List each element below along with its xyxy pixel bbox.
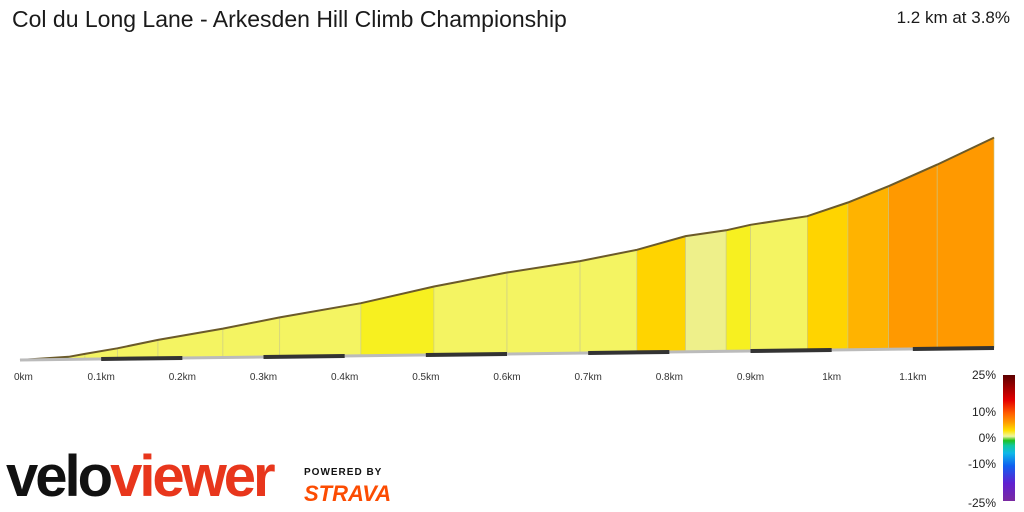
x-tick-label: 0.2km <box>169 372 196 383</box>
powered-by-label: POWERED BY <box>304 467 383 478</box>
legend-label-25: 25% <box>971 368 996 382</box>
veloviewer-logo: veloviewer <box>6 444 276 509</box>
elevation-profile-chart: 0km 0.1km 0.2km 0.3km 0.4km 0.5km 0.6km 0.7km 0.… <box>14 136 995 383</box>
distance-axis <box>19 346 995 362</box>
distance-band <box>425 352 508 357</box>
x-tick-label: 0.4km <box>331 372 358 383</box>
x-tick-label: 0.9km <box>737 372 764 383</box>
gradient-segment <box>807 202 849 351</box>
gradient-segment <box>725 224 751 352</box>
gradient-segment <box>750 215 808 352</box>
gradient-segment <box>360 286 435 357</box>
gradient-segment <box>506 260 581 355</box>
legend-label-minus-10: -10% <box>967 457 996 471</box>
gradient-segments <box>19 137 995 361</box>
gradient-segment <box>579 249 638 354</box>
x-tick-label: 0km <box>14 372 33 383</box>
legend-label-0: 0% <box>978 431 996 445</box>
gradient-segment <box>936 137 995 350</box>
x-tick-label: 1km <box>822 372 841 383</box>
legend-label-10: 10% <box>971 405 996 419</box>
distance-band <box>750 348 832 353</box>
gradient-legend-bar <box>1003 375 1015 501</box>
strava-logo: STRAVA <box>304 481 392 506</box>
distance-band <box>912 346 995 351</box>
gradient-segment <box>157 328 224 359</box>
distance-band <box>101 356 183 361</box>
x-tick-label: 0.1km <box>88 372 115 383</box>
legend-label-minus-25: -25% <box>967 496 996 510</box>
x-tick-label: 0.3km <box>250 372 277 383</box>
segment-title: Col du Long Lane - Arkesden Hill Climb C… <box>12 6 567 32</box>
x-tick-label: 0.7km <box>575 372 602 383</box>
gradient-segment <box>117 339 159 360</box>
x-tick-label: 0.6km <box>493 372 520 383</box>
distance-band <box>588 350 670 355</box>
gradient-segment <box>888 164 938 350</box>
gradient-segment <box>847 185 889 351</box>
elevation-line <box>19 136 995 361</box>
distance-band <box>263 354 345 359</box>
gradient-segment <box>636 235 686 353</box>
x-tick-labels: 0km 0.1km 0.2km 0.3km 0.4km 0.5km 0.6km 0.7km 0.… <box>14 372 926 383</box>
x-tick-label: 0.5km <box>412 372 439 383</box>
x-tick-label: 0.8km <box>656 372 683 383</box>
gradient-segment <box>685 229 727 353</box>
segment-summary: 1.2 km at 3.8% <box>896 8 1010 27</box>
x-tick-label: 1.1km <box>899 372 926 383</box>
